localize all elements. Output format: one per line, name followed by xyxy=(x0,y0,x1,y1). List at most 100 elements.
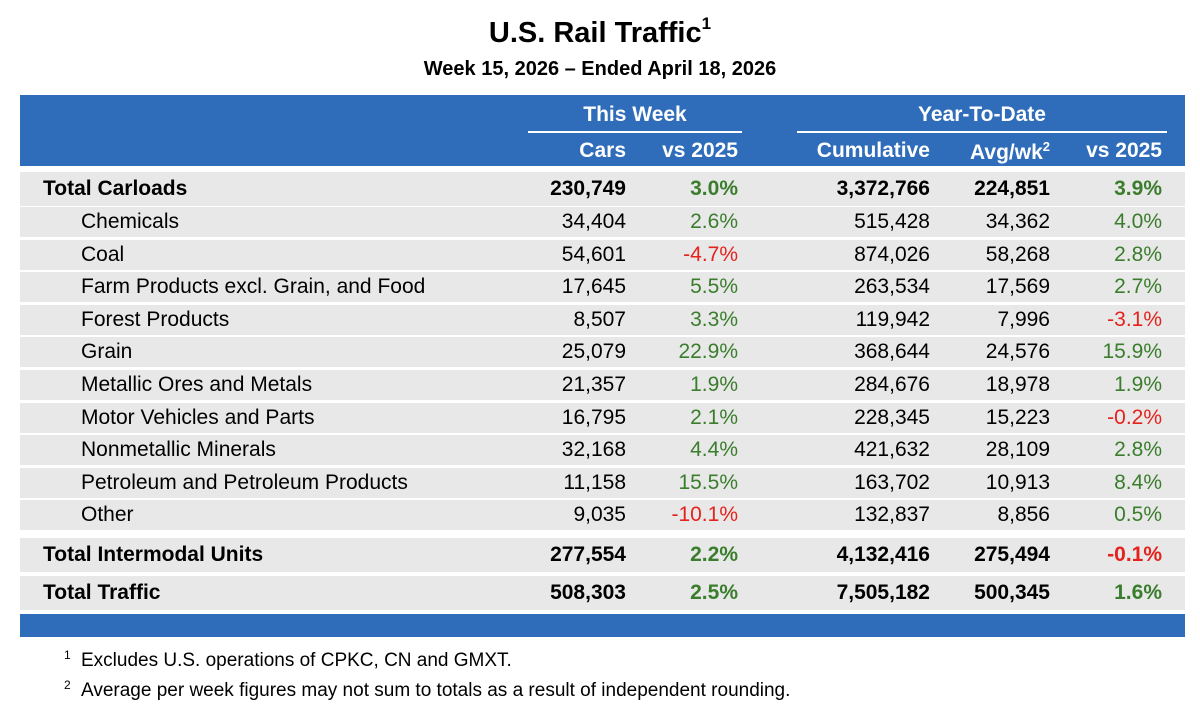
cell-avg-wk: 24,576 xyxy=(985,340,1050,364)
header-this-week: This Week xyxy=(583,103,687,126)
cell-avg-wk: 8,856 xyxy=(997,503,1050,527)
cell-vs-week: -4.7% xyxy=(683,242,738,266)
table-row: Forest Products 8,507 3.3% 119,942 7,996 -3.1… xyxy=(20,304,1185,335)
row-label: Motor Vehicles and Parts xyxy=(81,405,315,429)
cell-vs-week: 3.3% xyxy=(690,307,738,331)
cell-cumulative: 515,428 xyxy=(854,210,930,233)
cell-vs-week: 2.2% xyxy=(690,543,738,566)
cell-avg-wk: 28,109 xyxy=(985,438,1050,462)
footnote-mark: 1 xyxy=(64,648,71,662)
cell-cars: 8,507 xyxy=(573,307,626,331)
header-ytd-underline xyxy=(797,131,1167,133)
cell-vs-week: 4.4% xyxy=(690,438,738,462)
cell-vs-week: 1.9% xyxy=(690,373,738,396)
table-row: Other 9,035 -10.1% 132,837 8,856 0.5% xyxy=(20,500,1185,531)
cell-cumulative: 4,132,416 xyxy=(836,543,930,566)
table-row: Chemicals 34,404 2.6% 515,428 34,362 4.0% xyxy=(20,207,1185,237)
cell-vs-week: 5.5% xyxy=(690,275,738,299)
cell-vs-ytd: 2.8% xyxy=(1114,438,1162,462)
table-row: Grain 25,079 22.9% 368,644 24,576 15.9% xyxy=(20,337,1185,368)
cell-vs-ytd: 8.4% xyxy=(1114,470,1162,494)
cell-cars: 9,035 xyxy=(573,503,626,527)
cell-avg-wk: 15,223 xyxy=(985,405,1050,429)
table-row-total: Total Intermodal Units 277,554 2.2% 4,132,4… xyxy=(20,538,1185,572)
cell-cumulative: 163,702 xyxy=(854,470,930,494)
cell-vs-week: 2.5% xyxy=(690,581,738,604)
table-row: Metallic Ores and Metals 21,357 1.9% 284,67… xyxy=(20,370,1185,400)
row-label: Total Traffic xyxy=(43,581,161,604)
row-label: Forest Products xyxy=(81,307,230,331)
cell-cumulative: 228,345 xyxy=(854,405,930,429)
row-label: Other xyxy=(81,503,134,527)
cell-cars: 230,749 xyxy=(550,177,626,200)
row-label: Chemicals xyxy=(81,210,180,233)
table-row: Nonmetallic Minerals 32,168 4.4% 421,632 28,… xyxy=(20,435,1185,466)
row-label: Coal xyxy=(81,242,125,266)
header-cumulative: Cumulative xyxy=(816,139,930,162)
table-row-total: Total Carloads 230,749 3.0% 3,372,766 224,85… xyxy=(20,172,1185,206)
cell-cumulative: 132,837 xyxy=(854,503,930,527)
cell-cars: 34,404 xyxy=(561,210,626,233)
cell-vs-ytd: 1.6% xyxy=(1114,581,1162,604)
table-row: Motor Vehicles and Parts 16,795 2.1% 228,34… xyxy=(20,402,1185,433)
table-header: This Week Year-To-Date Cars vs 2025 Cumu… xyxy=(20,95,1185,166)
cell-vs-week: 15.5% xyxy=(678,470,738,494)
footnote-text: Average per week figures may not sum to … xyxy=(81,680,791,701)
cell-cumulative: 874,026 xyxy=(854,242,930,266)
page-title: U.S. Rail Traffic1 xyxy=(0,14,1200,50)
cell-cumulative: 368,644 xyxy=(854,340,930,364)
table-row-total: Total Traffic 508,303 2.5% 7,505,182 500,345… xyxy=(20,576,1185,610)
table-row: Petroleum and Petroleum Products 11,158 15… xyxy=(20,467,1185,498)
cell-avg-wk: 10,913 xyxy=(985,470,1050,494)
cell-cumulative: 3,372,766 xyxy=(836,177,930,200)
cell-vs-week: 2.6% xyxy=(690,210,738,233)
row-label: Grain xyxy=(81,340,133,364)
cell-vs-ytd: -0.1% xyxy=(1107,543,1162,566)
row-label: Petroleum and Petroleum Products xyxy=(81,470,408,494)
header-ytd: Year-To-Date xyxy=(918,103,1046,126)
cell-vs-ytd: 0.5% xyxy=(1114,503,1162,527)
header-cars: Cars xyxy=(579,139,626,162)
table-footer-bar xyxy=(20,614,1185,637)
cell-avg-wk: 17,569 xyxy=(985,275,1050,299)
cell-cars: 17,645 xyxy=(561,275,626,299)
cell-cumulative: 284,676 xyxy=(854,373,930,396)
row-label: Total Carloads xyxy=(43,177,188,200)
cell-cumulative: 119,942 xyxy=(855,307,930,331)
row-label: Metallic Ores and Metals xyxy=(81,373,313,396)
cell-vs-week: -10.1% xyxy=(671,503,738,527)
page-subtitle: Week 15, 2026 – Ended April 18, 2026 xyxy=(423,58,777,80)
cell-avg-wk: 224,851 xyxy=(974,177,1050,200)
cell-vs-week: 3.0% xyxy=(690,177,738,200)
footnote-text: Excludes U.S. operations of CPKC, CN and… xyxy=(81,650,512,671)
header-vs-ytd: vs 2025 xyxy=(1086,139,1162,162)
cell-cumulative: 263,534 xyxy=(854,275,930,299)
cell-cars: 11,158 xyxy=(563,470,626,494)
cell-avg-wk: 275,494 xyxy=(974,543,1050,566)
cell-avg-wk: 7,996 xyxy=(997,307,1050,331)
row-label: Farm Products excl. Grain, and Food xyxy=(81,275,426,299)
cell-cars: 277,554 xyxy=(550,543,626,566)
cell-avg-wk: 34,362 xyxy=(985,210,1050,233)
cell-cars: 508,303 xyxy=(550,581,626,604)
title-text: U.S. Rail Traffic xyxy=(488,17,702,49)
cell-vs-ytd: 1.9% xyxy=(1114,373,1162,396)
cell-vs-ytd: 15.9% xyxy=(1102,340,1162,364)
title-footnote-mark: 1 xyxy=(701,14,712,33)
cell-cars: 54,601 xyxy=(561,242,626,266)
cell-avg-wk: 58,268 xyxy=(985,242,1050,266)
header-vs-week: vs 2025 xyxy=(662,139,738,162)
cell-vs-week: 22.9% xyxy=(678,340,738,364)
table-row: Farm Products excl. Grain, and Food 17,64… xyxy=(20,272,1185,303)
cell-vs-ytd: 2.8% xyxy=(1114,242,1162,266)
cell-vs-ytd: 2.7% xyxy=(1114,275,1162,299)
cell-avg-wk: 500,345 xyxy=(974,581,1050,604)
header-this-week-underline xyxy=(528,131,742,133)
table-row: Coal 54,601 -4.7% 874,026 58,268 2.8% xyxy=(20,239,1185,270)
cell-vs-ytd: -0.2% xyxy=(1107,405,1162,429)
row-label: Total Intermodal Units xyxy=(43,543,264,566)
cell-cumulative: 421,632 xyxy=(854,438,930,462)
cell-cars: 25,079 xyxy=(561,340,626,364)
cell-vs-ytd: -3.1% xyxy=(1107,307,1162,331)
row-label: Nonmetallic Minerals xyxy=(81,438,276,462)
